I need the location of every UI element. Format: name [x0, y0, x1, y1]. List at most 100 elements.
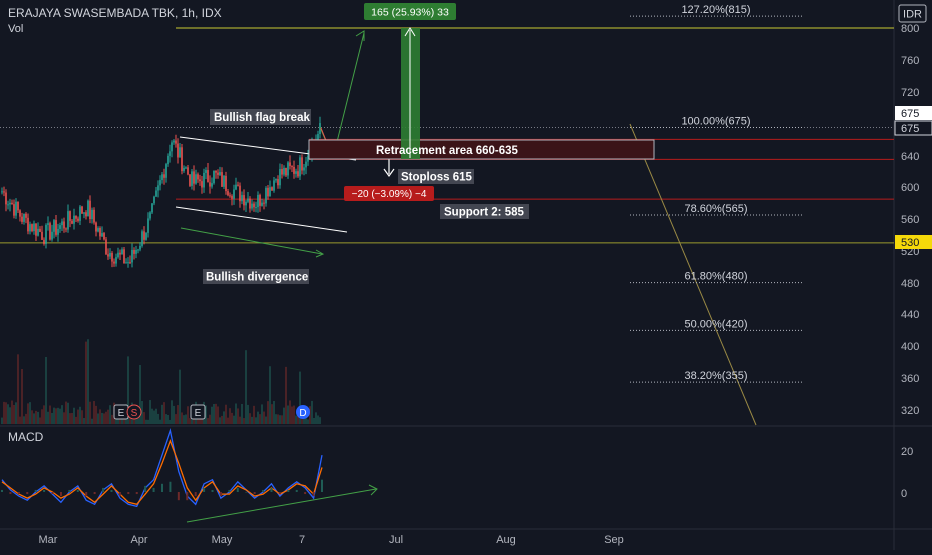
- candle-body: [45, 224, 47, 244]
- volume-bar: [235, 403, 237, 424]
- macd-axis[interactable]: 20 0: [901, 446, 913, 500]
- target-measure[interactable]: 165 (25.93%) 33: [364, 3, 456, 159]
- volume-bar: [205, 405, 207, 424]
- candle-body: [101, 233, 103, 237]
- candle-body: [241, 195, 243, 202]
- volume-bar: [3, 401, 5, 424]
- dividend-marker[interactable]: [296, 405, 310, 419]
- candle-body: [199, 179, 201, 182]
- price-axis[interactable]: 800 760 720 680 640 600 560 520 480 440 …: [894, 23, 932, 417]
- volume-bar: [85, 341, 87, 424]
- candle-body: [107, 254, 109, 257]
- volume-bar: [257, 411, 259, 424]
- last-price-flag[interactable]: [894, 120, 932, 136]
- time-tick: 7: [299, 534, 305, 546]
- volume-bar: [229, 408, 231, 424]
- volume-bar: [115, 415, 117, 424]
- candle-body: [265, 187, 267, 204]
- candle-body: [273, 180, 275, 191]
- macd-histogram-bar: [9, 492, 12, 495]
- volume-bar: [71, 412, 73, 424]
- price-tick: 720: [901, 87, 919, 99]
- macd-histogram-bar: [169, 481, 172, 492]
- candle-body: [71, 220, 73, 224]
- macd-divergence-line[interactable]: [186, 488, 377, 523]
- candle-body: [153, 196, 155, 204]
- volume-bar: [207, 418, 209, 424]
- candle-body: [151, 203, 153, 213]
- candle-body: [215, 170, 217, 173]
- candle-body: [49, 223, 51, 240]
- retracement-box[interactable]: [308, 139, 655, 160]
- currency-badge[interactable]: [898, 4, 927, 23]
- candle-body: [175, 140, 177, 144]
- event-markers[interactable]: E S E D: [113, 404, 310, 420]
- candle-body: [75, 215, 77, 219]
- volume-bar: [217, 406, 219, 424]
- volume-bar: [157, 413, 159, 424]
- symbol-title: ERAJAYA SWASEMBADA TBK, 1h, IDX: [8, 6, 222, 20]
- macd-histogram-bar: [236, 487, 239, 492]
- fib-level-label: 61.80%(480): [685, 271, 748, 283]
- volume-bar: [161, 404, 163, 424]
- macd-histogram-bar: [312, 492, 315, 497]
- volume-bar: [109, 405, 111, 424]
- macd-histogram-bar: [34, 489, 37, 492]
- volume-bar: [101, 412, 103, 424]
- volume-bar: [57, 407, 59, 424]
- volume-bar: [15, 402, 17, 424]
- volume-bar: [315, 412, 317, 424]
- fib-trend-line[interactable]: [629, 123, 757, 426]
- volume-bar: [9, 407, 11, 424]
- macd-histogram-bar: [228, 489, 231, 492]
- volume-bar: [173, 405, 175, 424]
- fib-levels[interactable]: 127.20%(815) 100.00%(675) 78.60%(565) 61.80…: [630, 4, 804, 383]
- price-divergence-line[interactable]: [180, 227, 323, 255]
- time-axis[interactable]: Mar Apr May 7 Jul Aug Sep: [39, 534, 624, 546]
- price-tick: 600: [901, 182, 919, 194]
- time-tick: Apr: [130, 534, 147, 546]
- volume-bar: [211, 406, 213, 424]
- split-marker[interactable]: [126, 404, 142, 420]
- earnings-marker[interactable]: [190, 404, 206, 420]
- volume-bar: [225, 404, 227, 424]
- flag-lower-line[interactable]: [175, 206, 348, 233]
- candle-body: [77, 218, 79, 221]
- candle-body: [187, 167, 189, 175]
- candle-body: [293, 166, 295, 174]
- price-flag[interactable]: [895, 106, 932, 120]
- candle-body: [3, 191, 5, 193]
- volume-bar: [95, 405, 97, 424]
- candle-body: [81, 206, 83, 214]
- macd-histogram-bar: [102, 487, 105, 492]
- volume-bar: [51, 412, 53, 424]
- price-tick: 760: [901, 55, 919, 67]
- volume-bar: [253, 405, 255, 424]
- candle-body: [31, 224, 33, 232]
- volume-bar: [97, 413, 99, 424]
- signal-line: [1, 438, 323, 506]
- macd-histogram-bar: [85, 492, 88, 497]
- candle-body: [159, 180, 161, 186]
- volume-bar: [259, 414, 261, 424]
- candle-body: [303, 167, 305, 171]
- volume-bar: [243, 418, 245, 424]
- volume-bar: [103, 413, 105, 424]
- level-flag[interactable]: [895, 235, 932, 249]
- candle-body: [125, 262, 127, 264]
- volume-bar: [31, 410, 33, 424]
- volume-bar: [37, 411, 39, 424]
- volume-bar: [141, 401, 143, 424]
- volume-bar: [169, 419, 171, 424]
- annotations: Bullish flag break Retracement area 660-…: [203, 109, 529, 284]
- candle-body: [301, 157, 303, 171]
- volume-bar: [263, 411, 265, 424]
- candle-body: [197, 174, 199, 180]
- volume-bar: [129, 413, 131, 424]
- macd-line: [1, 428, 323, 508]
- candle-body: [7, 204, 9, 206]
- volume-bar: [45, 356, 47, 424]
- candle-body: [51, 231, 53, 240]
- time-tick: May: [212, 534, 233, 546]
